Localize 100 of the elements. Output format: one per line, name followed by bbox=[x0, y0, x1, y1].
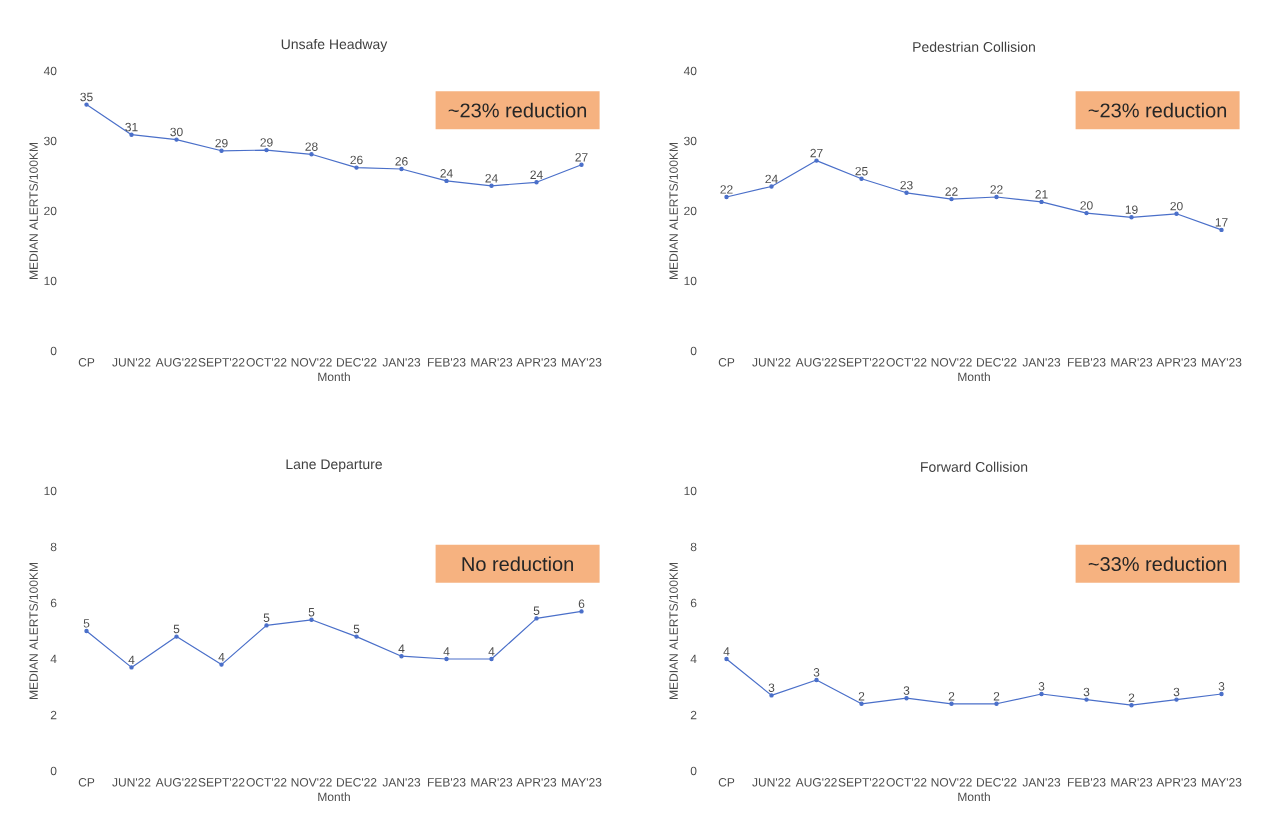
point bbox=[1129, 215, 1134, 220]
point bbox=[399, 166, 404, 172]
chart-title: Pedestrian Collision bbox=[913, 41, 1035, 52]
point bbox=[174, 137, 179, 142]
x-tick-label: CP bbox=[78, 358, 95, 367]
x-tick-label: JAN'23 bbox=[382, 778, 421, 787]
data-label: 6 bbox=[578, 599, 585, 608]
y-tick-label: 0 bbox=[50, 766, 57, 776]
point bbox=[174, 634, 179, 639]
x-tick-label: JAN'23 bbox=[382, 358, 421, 367]
point bbox=[489, 183, 494, 188]
data-label: 19 bbox=[1125, 205, 1138, 214]
data-label: 25 bbox=[855, 166, 868, 176]
y-axis-title: MEDIAN ALERTS/100KM bbox=[29, 563, 38, 699]
data-label: 2 bbox=[1128, 693, 1135, 702]
x-tick-label: DEC'22 bbox=[976, 778, 1017, 787]
y-tick-label: 10 bbox=[684, 486, 697, 496]
y-tick-label: 30 bbox=[44, 136, 57, 146]
x-tick-label: OCT'22 bbox=[886, 778, 927, 787]
point bbox=[724, 656, 729, 662]
x-tick-label: FEB'23 bbox=[1067, 358, 1106, 367]
data-label: 29 bbox=[215, 138, 228, 148]
point bbox=[264, 147, 269, 153]
data-label: 27 bbox=[810, 148, 823, 158]
x-tick-label: NOV'22 bbox=[291, 358, 332, 367]
x-tick-label: SEPT'22 bbox=[838, 778, 885, 787]
data-label: 2 bbox=[948, 692, 955, 701]
data-label: 31 bbox=[125, 122, 138, 132]
data-label: 5 bbox=[173, 624, 180, 634]
point bbox=[859, 701, 864, 706]
x-tick-label: DEC'22 bbox=[336, 778, 377, 787]
data-label: 5 bbox=[263, 613, 270, 622]
data-label: 26 bbox=[395, 157, 408, 166]
x-tick-label: AUG'22 bbox=[795, 358, 837, 367]
x-axis-title: Month bbox=[318, 372, 350, 382]
x-tick-label: NOV'22 bbox=[291, 778, 332, 787]
point bbox=[219, 662, 224, 667]
x-tick-label: JUN'22 bbox=[112, 778, 151, 787]
data-label: 5 bbox=[353, 624, 360, 634]
data-label: 20 bbox=[1170, 201, 1183, 211]
x-tick-label: MAY'23 bbox=[562, 358, 602, 367]
x-tick-label: NOV'22 bbox=[931, 778, 972, 787]
point bbox=[489, 656, 494, 662]
x-tick-label: FEB'23 bbox=[427, 358, 466, 367]
x-tick-label: APR'23 bbox=[516, 778, 557, 787]
point bbox=[1174, 211, 1179, 216]
y-axis-title: MEDIAN ALERTS/100KM bbox=[669, 143, 678, 279]
y-tick-label: 20 bbox=[44, 206, 57, 216]
data-label: 5 bbox=[308, 608, 315, 617]
x-tick-label: JAN'23 bbox=[1022, 778, 1061, 787]
x-tick-label: AUG'22 bbox=[155, 358, 197, 367]
x-tick-label: JAN'23 bbox=[1022, 358, 1061, 367]
x-tick-label: MAR'23 bbox=[1111, 358, 1153, 367]
data-label: 3 bbox=[1038, 682, 1045, 691]
point bbox=[219, 148, 224, 153]
y-tick-label: 20 bbox=[684, 206, 697, 216]
x-tick-label: OCT'22 bbox=[246, 778, 287, 787]
y-tick-label: 0 bbox=[50, 346, 57, 356]
x-tick-label: APR'23 bbox=[1156, 358, 1197, 367]
chart-title: Lane Departure bbox=[286, 459, 382, 472]
data-label: 24 bbox=[765, 174, 778, 184]
point bbox=[354, 165, 359, 170]
point bbox=[579, 162, 584, 167]
x-tick-label: FEB'23 bbox=[1067, 778, 1106, 787]
point bbox=[309, 152, 314, 157]
data-label: 21 bbox=[1035, 190, 1048, 199]
x-tick-label: CP bbox=[718, 778, 735, 787]
point bbox=[534, 616, 539, 621]
point bbox=[1039, 199, 1044, 205]
x-tick-label: CP bbox=[718, 358, 735, 367]
data-label: 3 bbox=[1218, 682, 1225, 691]
point bbox=[859, 176, 864, 181]
point bbox=[949, 701, 954, 706]
point bbox=[769, 693, 774, 698]
data-label: 3 bbox=[1083, 687, 1090, 697]
point bbox=[354, 634, 359, 639]
data-label: 24 bbox=[440, 169, 453, 178]
annotation: ~23% reduction bbox=[448, 102, 587, 118]
point bbox=[1174, 697, 1179, 702]
y-tick-label: 40 bbox=[43, 66, 57, 76]
x-tick-label: CP bbox=[78, 778, 95, 787]
point bbox=[444, 656, 449, 662]
data-label: 3 bbox=[903, 686, 910, 695]
data-label: 4 bbox=[128, 655, 135, 664]
point bbox=[1084, 210, 1089, 216]
x-tick-label: SEPT'22 bbox=[198, 358, 245, 367]
point bbox=[994, 701, 999, 706]
point bbox=[1084, 697, 1089, 702]
x-tick-label: OCT'22 bbox=[886, 358, 927, 367]
point bbox=[84, 102, 89, 107]
x-tick-label: SEPT'22 bbox=[198, 778, 245, 787]
data-label: 3 bbox=[813, 668, 820, 677]
x-tick-label: JUN'22 bbox=[752, 358, 791, 367]
chart-title: Unsafe Headway bbox=[281, 38, 388, 52]
data-label: 30 bbox=[170, 127, 183, 137]
x-tick-label: MAY'23 bbox=[1202, 358, 1242, 367]
x-tick-label: AUG'22 bbox=[155, 778, 197, 787]
y-tick-label: 6 bbox=[50, 598, 57, 608]
data-label: 4 bbox=[398, 644, 405, 653]
point bbox=[534, 180, 539, 185]
